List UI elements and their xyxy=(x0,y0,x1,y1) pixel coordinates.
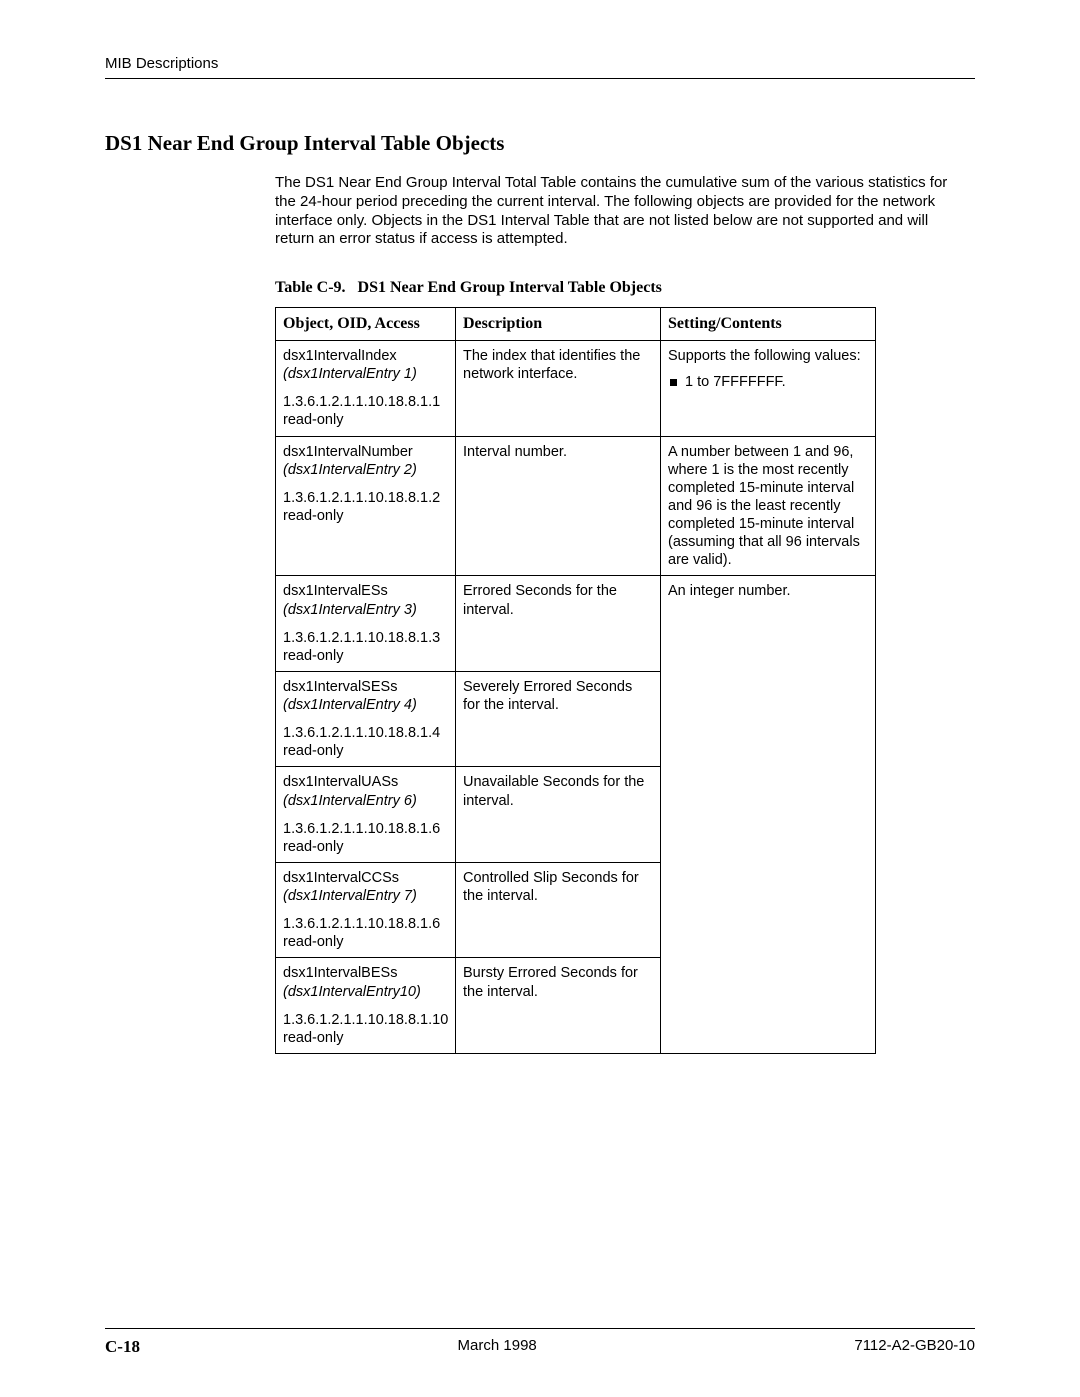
page-number: C-18 xyxy=(105,1337,140,1357)
object-access: read-only xyxy=(283,507,448,525)
cell-setting: An integer number. xyxy=(661,576,876,1054)
col-header-desc: Description xyxy=(456,308,661,341)
object-entry: (dsx1IntervalEntry 3) xyxy=(283,601,448,619)
col-header-object: Object, OID, Access xyxy=(276,308,456,341)
object-entry: (dsx1IntervalEntry 2) xyxy=(283,461,448,479)
cell-object: dsx1IntervalUASs (dsx1IntervalEntry 6) 1… xyxy=(276,767,456,863)
cell-object: dsx1IntervalCCSs (dsx1IntervalEntry 7) 1… xyxy=(276,862,456,958)
object-name: dsx1IntervalESs xyxy=(283,582,448,600)
section-title: DS1 Near End Group Interval Table Object… xyxy=(105,131,975,156)
cell-object: dsx1IntervalESs (dsx1IntervalEntry 3) 1.… xyxy=(276,576,456,672)
object-access: read-only xyxy=(283,1029,448,1047)
cell-desc: Severely Errored Seconds for the interva… xyxy=(456,671,661,767)
cell-object: dsx1IntervalSESs (dsx1IntervalEntry 4) 1… xyxy=(276,671,456,767)
footer-date: March 1998 xyxy=(458,1337,537,1357)
caption-number: Table C-9. xyxy=(275,279,346,296)
cell-desc: Errored Seconds for the interval. xyxy=(456,576,661,672)
object-oid: 1.3.6.1.2.1.1.10.18.8.1.3 xyxy=(283,629,448,647)
cell-desc: Interval number. xyxy=(456,436,661,576)
bullet-icon xyxy=(670,379,677,386)
object-name: dsx1IntervalBESs xyxy=(283,964,448,982)
table-row: dsx1IntervalIndex (dsx1IntervalEntry 1) … xyxy=(276,341,876,437)
page: MIB Descriptions DS1 Near End Group Inte… xyxy=(0,0,1080,1397)
object-name: dsx1IntervalCCSs xyxy=(283,869,448,887)
object-name: dsx1IntervalIndex xyxy=(283,347,448,365)
object-entry: (dsx1IntervalEntry 6) xyxy=(283,792,448,810)
col-header-setting: Setting/Contents xyxy=(661,308,876,341)
object-oid: 1.3.6.1.2.1.1.10.18.8.1.10 xyxy=(283,1011,448,1029)
object-access: read-only xyxy=(283,838,448,856)
header-section-label: MIB Descriptions xyxy=(105,55,975,72)
cell-setting: A number between 1 and 96, where 1 is th… xyxy=(661,436,876,576)
object-access: read-only xyxy=(283,933,448,951)
table-row: dsx1IntervalESs (dsx1IntervalEntry 3) 1.… xyxy=(276,576,876,672)
object-access: read-only xyxy=(283,742,448,760)
object-entry: (dsx1IntervalEntry 7) xyxy=(283,887,448,905)
table-caption: Table C-9. DS1 Near End Group Interval T… xyxy=(275,279,975,297)
setting-bullet-row: 1 to 7FFFFFFF. xyxy=(668,373,868,391)
table-header-row: Object, OID, Access Description Setting/… xyxy=(276,308,876,341)
object-name: dsx1IntervalUASs xyxy=(283,773,448,791)
interval-table: Object, OID, Access Description Setting/… xyxy=(275,307,876,1054)
object-entry: (dsx1IntervalEntry 4) xyxy=(283,696,448,714)
footer-rule xyxy=(105,1328,975,1329)
object-oid: 1.3.6.1.2.1.1.10.18.8.1.4 xyxy=(283,724,448,742)
setting-text: Supports the following values: xyxy=(668,348,861,364)
object-name: dsx1IntervalSESs xyxy=(283,678,448,696)
page-footer: C-18 March 1998 7112-A2-GB20-10 xyxy=(105,1328,975,1357)
cell-object: dsx1IntervalIndex (dsx1IntervalEntry 1) … xyxy=(276,341,456,437)
cell-desc: Bursty Errored Seconds for the interval. xyxy=(456,958,661,1054)
object-name: dsx1IntervalNumber xyxy=(283,443,448,461)
object-oid: 1.3.6.1.2.1.1.10.18.8.1.6 xyxy=(283,820,448,838)
cell-setting: Supports the following values: 1 to 7FFF… xyxy=(661,341,876,437)
object-entry: (dsx1IntervalEntry10) xyxy=(283,983,448,1001)
header-rule xyxy=(105,78,975,79)
cell-object: dsx1IntervalNumber (dsx1IntervalEntry 2)… xyxy=(276,436,456,576)
object-oid: 1.3.6.1.2.1.1.10.18.8.1.2 xyxy=(283,489,448,507)
object-oid: 1.3.6.1.2.1.1.10.18.8.1.1 xyxy=(283,393,448,411)
object-oid: 1.3.6.1.2.1.1.10.18.8.1.6 xyxy=(283,915,448,933)
cell-desc: Unavailable Seconds for the interval. xyxy=(456,767,661,863)
intro-paragraph: The DS1 Near End Group Interval Total Ta… xyxy=(275,174,965,249)
cell-desc: The index that identifies the network in… xyxy=(456,341,661,437)
caption-title: DS1 Near End Group Interval Table Object… xyxy=(358,279,662,296)
cell-desc: Controlled Slip Seconds for the interval… xyxy=(456,862,661,958)
setting-bullet-text: 1 to 7FFFFFFF. xyxy=(685,373,786,391)
object-entry: (dsx1IntervalEntry 1) xyxy=(283,365,448,383)
table-row: dsx1IntervalNumber (dsx1IntervalEntry 2)… xyxy=(276,436,876,576)
object-access: read-only xyxy=(283,411,448,429)
footer-docid: 7112-A2-GB20-10 xyxy=(854,1337,975,1357)
cell-object: dsx1IntervalBESs (dsx1IntervalEntry10) 1… xyxy=(276,958,456,1054)
object-access: read-only xyxy=(283,647,448,665)
